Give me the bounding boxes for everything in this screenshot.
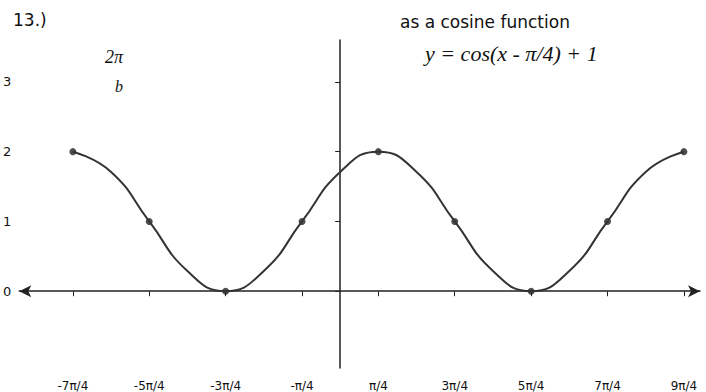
svg-text:7π/4: 7π/4	[594, 379, 621, 392]
svg-text:as a cosine function: as a cosine function	[400, 12, 570, 32]
svg-text:-5π/4: -5π/4	[134, 379, 165, 392]
svg-text:3π/4: 3π/4	[441, 379, 468, 392]
svg-text:5π/4: 5π/4	[518, 379, 545, 392]
svg-text:-7π/4: -7π/4	[57, 379, 88, 392]
svg-text:0: 0	[3, 284, 11, 299]
svg-text:13.): 13.)	[13, 10, 47, 30]
svg-text:9π/4: 9π/4	[671, 379, 698, 392]
svg-text:1: 1	[3, 214, 11, 229]
svg-text:b: b	[115, 78, 123, 95]
svg-text:3: 3	[3, 74, 11, 89]
svg-text:2: 2	[3, 144, 11, 159]
svg-text:-π/4: -π/4	[290, 379, 313, 392]
svg-text:y = cos(x - π/4) + 1: y = cos(x - π/4) + 1	[423, 41, 598, 66]
svg-text:-3π/4: -3π/4	[210, 379, 241, 392]
svg-text:π/4: π/4	[369, 379, 388, 392]
svg-text:2π: 2π	[105, 47, 124, 67]
